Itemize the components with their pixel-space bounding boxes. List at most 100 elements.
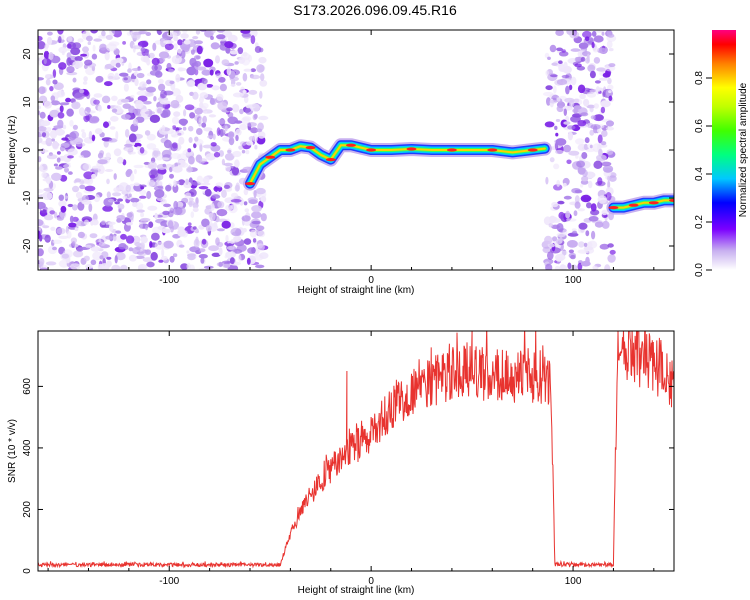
noise-blob xyxy=(568,249,575,254)
noise-blob xyxy=(128,247,134,252)
noise-blob xyxy=(545,176,549,185)
noise-blob xyxy=(556,97,561,102)
noise-blob xyxy=(213,151,221,158)
noise-blob xyxy=(199,102,204,109)
noise-blob xyxy=(54,128,65,136)
noise-blob xyxy=(162,210,170,216)
noise-blob xyxy=(158,78,164,84)
noise-blob xyxy=(227,131,235,139)
noise-blob xyxy=(67,148,78,156)
noise-blob xyxy=(166,62,172,70)
noise-blob xyxy=(554,125,558,130)
noise-blob xyxy=(91,53,98,60)
noise-blob xyxy=(49,129,58,139)
noise-blob xyxy=(225,251,237,259)
noise-blob xyxy=(97,165,105,175)
noise-blob xyxy=(90,246,101,252)
noise-blob xyxy=(583,98,590,107)
noise-blob xyxy=(194,60,202,67)
noise-blob xyxy=(607,84,614,91)
noise-blob xyxy=(197,82,208,91)
spectrogram-noise xyxy=(38,30,617,270)
noise-blob xyxy=(586,104,596,109)
noise-blob xyxy=(255,187,266,195)
noise-blob xyxy=(587,180,593,189)
noise-blob xyxy=(135,202,144,210)
noise-blob xyxy=(78,155,85,158)
noise-blob xyxy=(199,92,209,99)
noise-blob xyxy=(125,235,135,244)
noise-blob xyxy=(248,199,258,205)
noise-blob xyxy=(227,149,232,154)
noise-blob xyxy=(211,30,216,34)
noise-blob xyxy=(226,66,232,76)
noise-blob xyxy=(606,149,614,155)
noise-blob xyxy=(607,33,615,38)
noise-blob xyxy=(138,31,147,35)
noise-blob xyxy=(56,151,61,155)
noise-blob xyxy=(178,179,186,186)
noise-blob xyxy=(120,264,128,270)
noise-blob xyxy=(188,125,194,132)
noise-blob xyxy=(587,240,598,249)
noise-blob xyxy=(604,264,611,270)
noise-blob xyxy=(209,212,216,222)
noise-blob xyxy=(45,261,57,266)
noise-blob xyxy=(146,79,152,85)
noise-blob xyxy=(74,227,79,232)
noise-blob xyxy=(42,225,50,229)
noise-blob xyxy=(581,152,588,159)
noise-blob xyxy=(163,40,174,44)
colorbar-gradient xyxy=(712,30,736,270)
noise-blob xyxy=(555,30,564,36)
noise-blob xyxy=(62,124,67,130)
noise-blob xyxy=(258,56,267,64)
noise-blob xyxy=(111,95,118,102)
noise-blob xyxy=(56,227,66,235)
noise-blob xyxy=(580,183,584,188)
noise-blob xyxy=(605,192,612,201)
noise-blob xyxy=(101,30,106,37)
noise-blob xyxy=(74,92,85,100)
noise-blob xyxy=(201,69,212,76)
noise-blob xyxy=(43,50,50,59)
noise-blob xyxy=(215,55,220,64)
noise-blob xyxy=(199,158,207,163)
noise-blob xyxy=(133,142,142,148)
noise-blob xyxy=(52,246,57,251)
noise-blob xyxy=(172,206,183,216)
noise-blob xyxy=(575,56,583,62)
noise-blob xyxy=(38,189,44,194)
noise-blob xyxy=(104,81,113,87)
snr-panel: -100 0 100 0 200 400 600 Height of straight l… xyxy=(7,330,675,596)
noise-blob xyxy=(87,41,92,45)
noise-blob xyxy=(568,99,575,108)
noise-blob xyxy=(215,182,224,188)
noise-blob xyxy=(69,140,77,146)
noise-blob xyxy=(252,238,257,243)
noise-blob xyxy=(240,30,251,34)
noise-blob xyxy=(148,52,155,59)
noise-blob xyxy=(136,146,142,151)
noise-blob xyxy=(593,57,601,64)
noise-blob xyxy=(83,76,88,82)
noise-blob xyxy=(67,36,73,42)
noise-blob xyxy=(242,90,247,94)
noise-blob xyxy=(551,201,559,208)
noise-blob xyxy=(125,128,130,138)
noise-blob xyxy=(107,105,111,109)
noise-blob xyxy=(63,164,72,169)
spectrogram-ridge xyxy=(243,138,674,215)
noise-blob xyxy=(139,184,147,188)
noise-blob xyxy=(38,248,44,257)
noise-blob xyxy=(38,201,46,210)
noise-blob xyxy=(248,89,258,95)
noise-blob xyxy=(115,252,126,261)
noise-blob xyxy=(600,161,612,167)
noise-blob xyxy=(161,124,165,133)
noise-blob xyxy=(555,119,561,122)
noise-blob xyxy=(158,83,166,92)
noise-blob xyxy=(255,264,265,269)
noise-blob xyxy=(97,263,103,270)
noise-blob xyxy=(68,222,77,228)
